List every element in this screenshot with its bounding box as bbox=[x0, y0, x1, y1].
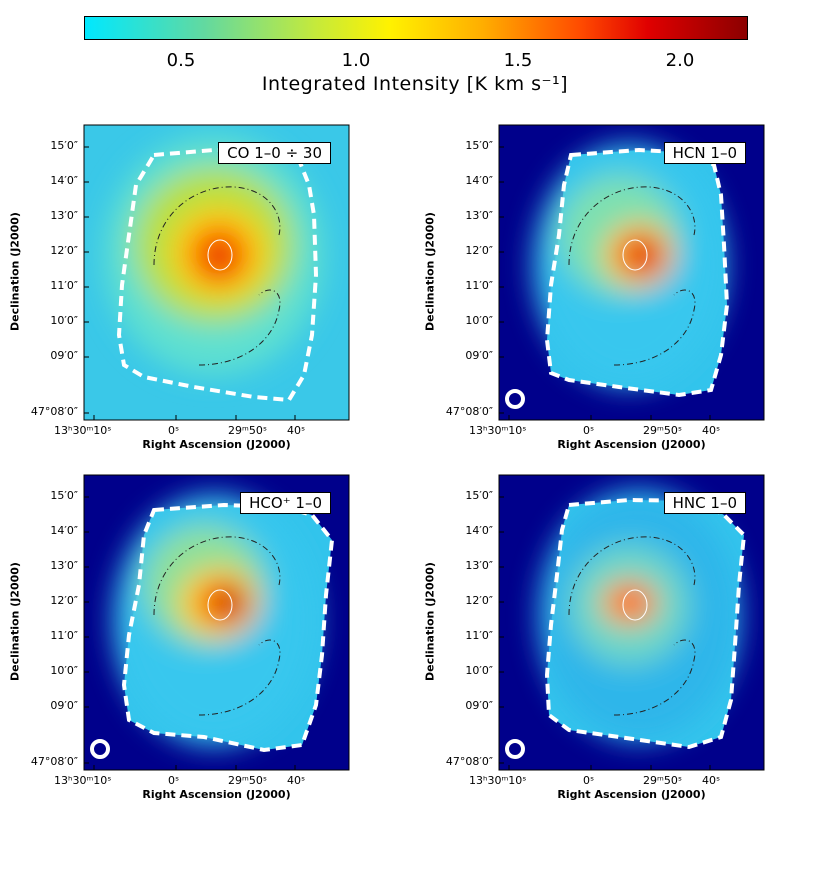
x-tick-label: 40ˢ bbox=[287, 424, 306, 437]
y-tick-label: 13′0″ bbox=[50, 209, 78, 222]
y-tick-label: 11′0″ bbox=[465, 279, 493, 292]
beam-circle bbox=[505, 389, 525, 409]
y-axis-label: Declination (J2000) bbox=[423, 561, 437, 681]
y-tick-label: 14′0″ bbox=[50, 524, 78, 537]
panel-title: HCO⁺ 1–0 bbox=[240, 492, 331, 514]
x-axis-label: Right Ascension (J2000) bbox=[142, 788, 291, 801]
x-axis-label: Right Ascension (J2000) bbox=[557, 788, 706, 801]
colorbar-tick: 0.5 bbox=[166, 50, 196, 71]
coverage-boundary bbox=[544, 147, 730, 398]
contour-peak bbox=[622, 239, 648, 271]
y-tick-label: 11′0″ bbox=[50, 279, 78, 292]
y-tick-label: 13′0″ bbox=[50, 559, 78, 572]
co-map-panel: 15′0″ 14′0″ 13′0″ 12′0″ 11′0″ 10′0″ 09′0″ 47°08… bbox=[0, 110, 400, 525]
y-tick-label: 47°08′0″ bbox=[30, 405, 78, 418]
y-tick-label: 13′0″ bbox=[465, 209, 493, 222]
x-tick-label: 40ˢ bbox=[702, 424, 721, 437]
x-tick-label: 29ᵐ50ˢ bbox=[228, 774, 267, 787]
y-tick-label: 10′0″ bbox=[50, 314, 78, 327]
contour-peak bbox=[207, 239, 233, 271]
intensity-map bbox=[498, 474, 765, 771]
panel-title: HCN 1–0 bbox=[663, 142, 746, 164]
intensity-map bbox=[498, 124, 765, 421]
plot-frame bbox=[498, 124, 765, 421]
y-tick-label: 09′0″ bbox=[50, 699, 78, 712]
x-tick-label: 0ˢ bbox=[583, 774, 595, 787]
x-tick-label: 29ᵐ50ˢ bbox=[643, 424, 682, 437]
colorbar bbox=[84, 16, 748, 40]
plot-frame bbox=[498, 474, 765, 771]
y-tick-label: 10′0″ bbox=[465, 664, 493, 677]
y-tick-label: 47°08′0″ bbox=[445, 405, 493, 418]
coverage-boundary bbox=[544, 497, 747, 750]
x-tick-label: 0ˢ bbox=[583, 424, 595, 437]
y-tick-label: 13′0″ bbox=[465, 559, 493, 572]
colorbar-label: Integrated Intensity [K km s⁻¹] bbox=[261, 73, 569, 95]
y-tick-label: 09′0″ bbox=[465, 349, 493, 362]
contour-peak bbox=[207, 589, 233, 621]
x-tick-label: 29ᵐ50ˢ bbox=[643, 774, 682, 787]
x-tick-label: 0ˢ bbox=[168, 424, 180, 437]
y-axis-label: Declination (J2000) bbox=[8, 561, 22, 681]
x-tick-label: 0ˢ bbox=[168, 774, 180, 787]
y-tick-label: 47°08′0″ bbox=[30, 755, 78, 768]
contour-arm bbox=[198, 639, 281, 716]
contour-arm bbox=[198, 289, 281, 366]
plot-frame bbox=[83, 124, 350, 421]
panel-title: HNC 1–0 bbox=[663, 492, 746, 514]
y-tick-label: 11′0″ bbox=[465, 629, 493, 642]
colorbar-tick: 1.0 bbox=[341, 50, 371, 71]
y-tick-label: 11′0″ bbox=[50, 629, 78, 642]
y-tick-label: 14′0″ bbox=[465, 174, 493, 187]
y-tick-label: 14′0″ bbox=[50, 174, 78, 187]
y-tick-label: 12′0″ bbox=[465, 244, 493, 257]
y-axis-label: Declination (J2000) bbox=[8, 211, 22, 331]
intensity-map bbox=[83, 474, 350, 771]
y-tick-label: 12′0″ bbox=[465, 594, 493, 607]
y-tick-label: 10′0″ bbox=[465, 314, 493, 327]
x-axis-label: Right Ascension (J2000) bbox=[557, 438, 706, 451]
y-tick-label: 15′0″ bbox=[50, 139, 78, 152]
y-tick-label: 12′0″ bbox=[50, 244, 78, 257]
x-tick-label: 13ʰ30ᵐ10ˢ bbox=[469, 424, 527, 437]
hcoplus-map-panel: 15′0″ 14′0″ 13′0″ 12′0″ 11′0″ 10′0″ 09′0″ 47°08… bbox=[0, 460, 400, 875]
x-tick-label: 40ˢ bbox=[702, 774, 721, 787]
hnc-map-panel: 15′0″ 14′0″ 13′0″ 12′0″ 11′0″ 10′0″ 09′0″ 47°08… bbox=[415, 460, 815, 875]
plot-frame bbox=[83, 474, 350, 771]
y-tick-label: 12′0″ bbox=[50, 594, 78, 607]
x-axis-label: Right Ascension (J2000) bbox=[142, 438, 291, 451]
y-tick-label: 47°08′0″ bbox=[445, 755, 493, 768]
beam-circle bbox=[90, 739, 110, 759]
hcn-map-panel: 15′0″ 14′0″ 13′0″ 12′0″ 11′0″ 10′0″ 09′0″ 47°08… bbox=[415, 110, 815, 525]
contour-arm bbox=[613, 639, 696, 716]
coverage-boundary bbox=[121, 502, 335, 753]
y-tick-label: 09′0″ bbox=[465, 699, 493, 712]
y-tick-label: 15′0″ bbox=[465, 139, 493, 152]
contour-arm bbox=[613, 289, 696, 366]
x-tick-label: 40ˢ bbox=[287, 774, 306, 787]
colorbar-tick: 2.0 bbox=[665, 50, 695, 71]
y-tick-label: 10′0″ bbox=[50, 664, 78, 677]
contour-peak bbox=[622, 589, 648, 621]
emission-blob bbox=[630, 243, 656, 267]
x-tick-label: 13ʰ30ᵐ10ˢ bbox=[469, 774, 527, 787]
y-tick-label: 14′0″ bbox=[465, 524, 493, 537]
beam-circle bbox=[505, 739, 525, 759]
y-axis-label: Declination (J2000) bbox=[423, 211, 437, 331]
emission-blob bbox=[613, 588, 649, 616]
colorbar-tick: 1.5 bbox=[503, 50, 533, 71]
panel-title: CO 1–0 ÷ 30 bbox=[218, 142, 331, 164]
emission-blob bbox=[215, 591, 243, 615]
x-tick-label: 13ʰ30ᵐ10ˢ bbox=[54, 774, 112, 787]
y-tick-label: 15′0″ bbox=[465, 489, 493, 502]
emission-blob bbox=[206, 239, 234, 275]
x-tick-label: 29ᵐ50ˢ bbox=[228, 424, 267, 437]
y-tick-label: 15′0″ bbox=[50, 489, 78, 502]
x-tick-label: 13ʰ30ᵐ10ˢ bbox=[54, 424, 112, 437]
y-tick-label: 09′0″ bbox=[50, 349, 78, 362]
